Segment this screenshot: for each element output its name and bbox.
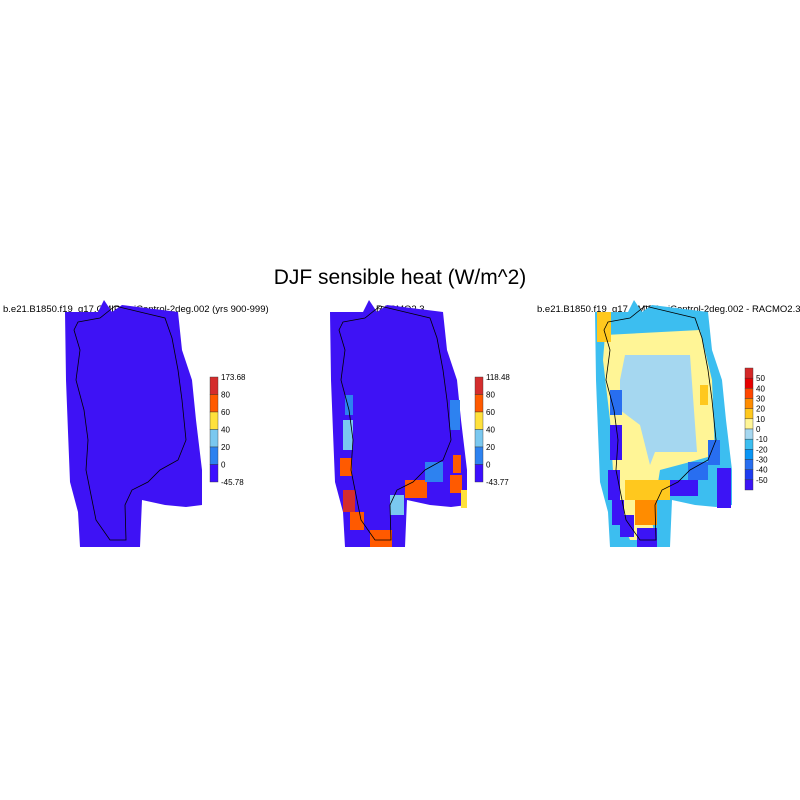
- colorbar-1-label: 40: [221, 426, 230, 435]
- colorbar-3-label: -30: [756, 456, 768, 465]
- colorbar-2-box: [474, 464, 484, 483]
- grid-cell: [625, 480, 670, 500]
- grid-cell: [370, 530, 392, 547]
- colorbar-2-label: 60: [486, 408, 495, 417]
- colorbar-1-box: [209, 446, 219, 465]
- panel-2-map: [330, 300, 467, 547]
- colorbar-1-box: [209, 429, 219, 448]
- colorbar-1-box: [209, 411, 219, 430]
- colorbar-3-box: [744, 469, 754, 481]
- colorbar-1-label: 80: [221, 391, 230, 400]
- colorbar-1-label: 60: [221, 408, 230, 417]
- colorbar-1-box: [209, 376, 219, 395]
- grid-cell: [688, 462, 708, 480]
- colorbar-3-box: [744, 398, 754, 409]
- colorbar-3-label: 30: [756, 395, 765, 404]
- colorbar-2-label: -43.77: [486, 478, 509, 487]
- grid-cell: [343, 420, 353, 450]
- colorbar-3-label: 0: [756, 425, 761, 434]
- grid-cell: [450, 400, 460, 430]
- colorbar-3-label: -20: [756, 445, 768, 454]
- colorbar-2-label: 40: [486, 426, 495, 435]
- grid-cell: [610, 390, 622, 415]
- colorbar-1-label: 20: [221, 443, 230, 452]
- colorbar-2-label: 118.48: [486, 373, 510, 382]
- colorbar-3-box: [744, 438, 754, 450]
- colorbar-2-box: [474, 376, 484, 395]
- grid-cell: [635, 500, 657, 525]
- colorbar-3-label: 50: [756, 374, 765, 383]
- grid-cell: [461, 490, 467, 508]
- grid-cell: [610, 425, 622, 460]
- grid-cell: [597, 312, 611, 342]
- grid-cell: [345, 395, 353, 415]
- colorbar-2-box: [474, 411, 484, 430]
- colorbar-3-box: [744, 367, 754, 379]
- panel-3-map: [595, 300, 732, 547]
- colorbar-3-box: [744, 388, 754, 399]
- grid-cell: [405, 480, 427, 498]
- colorbar-3-label: -50: [756, 476, 768, 485]
- colorbar-3-box: [744, 479, 754, 491]
- grid-cell: [700, 385, 708, 405]
- colorbar-1-label: -45.78: [221, 478, 244, 487]
- colorbar-3-box: [744, 449, 754, 460]
- grid-cell: [670, 480, 698, 496]
- colorbar-3-label: -40: [756, 466, 768, 475]
- grid-cell: [620, 515, 634, 537]
- colorbar-2-box: [474, 446, 484, 465]
- colorbar-3-label: -10: [756, 435, 768, 444]
- colorbar-3-box: [744, 377, 754, 389]
- colorbar-3-box: [744, 418, 754, 430]
- colorbar-1-box: [209, 464, 219, 483]
- colorbar-2-label: 0: [486, 461, 491, 470]
- colorbar-2-box: [474, 394, 484, 413]
- grid-cell: [450, 475, 462, 493]
- near-zero-region: [620, 355, 697, 465]
- grid-cell: [390, 495, 404, 515]
- grid-cell: [708, 440, 720, 465]
- grid-cell: [453, 455, 461, 473]
- figure-title: DJF sensible heat (W/m^2): [273, 266, 527, 289]
- colorbar-2-label: 80: [486, 391, 495, 400]
- colorbars: 173.68 80 60 40 20 0 -45.78 118.48 80 60 40 20 0 -43.…: [209, 367, 768, 491]
- colorbar-2-box: [474, 429, 484, 448]
- grid-cell: [425, 462, 443, 482]
- colorbar-3-box: [744, 428, 754, 440]
- grid-cell: [340, 458, 352, 476]
- colorbar-3-label: 10: [756, 415, 765, 424]
- colorbar-3-label: 20: [756, 405, 765, 414]
- colorbar-1-box: [209, 394, 219, 413]
- panel-1-map: [65, 300, 202, 547]
- colorbar-2-label: 20: [486, 443, 495, 452]
- colorbar-3-label: 40: [756, 384, 765, 393]
- grid-cell: [608, 470, 620, 500]
- colorbar-1-label: 173.68: [221, 373, 246, 382]
- grid-cell: [717, 468, 731, 508]
- grid-cell: [637, 528, 657, 547]
- grid-cell: [343, 490, 355, 512]
- colorbar-3-box: [744, 459, 754, 470]
- colorbar-1-label: 0: [221, 461, 226, 470]
- colorbar-3-box: [744, 408, 754, 420]
